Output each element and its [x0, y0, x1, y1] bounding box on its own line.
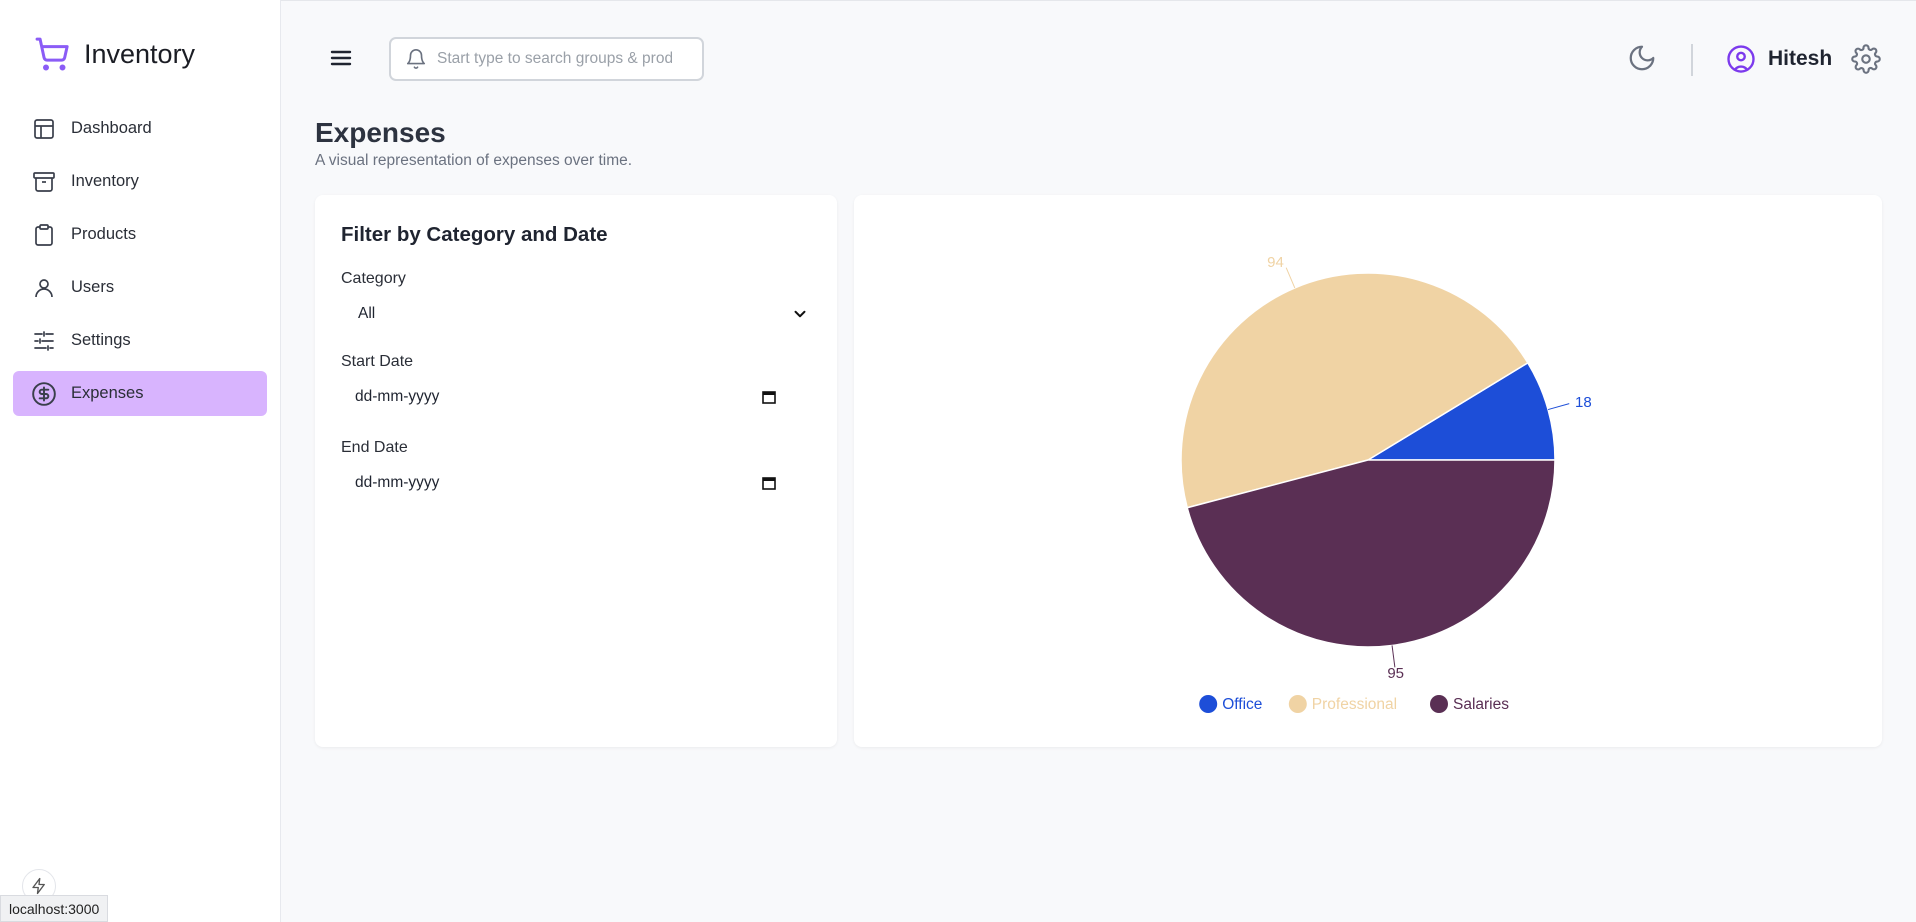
pie-slice-salaries[interactable]	[1186, 459, 1556, 648]
chart-card: 18 94 95 Office Professional Salaries	[854, 195, 1882, 747]
sidebar: Inventory Dashboard Inventory Products U…	[0, 0, 281, 922]
page-title: Expenses	[315, 117, 446, 148]
menu-icon[interactable]	[327, 46, 355, 70]
sidebar-item-inventory[interactable]: Inventory	[13, 159, 267, 204]
user-menu[interactable]: Hitesh	[1726, 44, 1832, 74]
sidebar-item-expenses[interactable]: Expenses	[13, 371, 267, 416]
pie-data-label: 94	[1267, 254, 1284, 271]
status-url: localhost:3000	[0, 895, 109, 922]
end-date-label: End Date	[341, 439, 408, 456]
start-date-label: Start Date	[341, 353, 414, 370]
category-label: Category	[341, 270, 406, 287]
sidebar-nav: Dashboard Inventory Products Users Setti…	[13, 106, 267, 424]
category-value: All	[358, 305, 376, 322]
page-subtitle: A visual representation of expenses over…	[315, 152, 633, 169]
sidebar-item-label: Products	[71, 225, 137, 243]
sidebar-item-label: Dashboard	[71, 119, 152, 137]
moon-icon[interactable]	[1627, 43, 1657, 73]
layout-icon	[31, 116, 57, 142]
sidebar-item-label: Inventory	[71, 172, 139, 190]
top-border	[0, 0, 1916, 1]
brand[interactable]: Inventory	[34, 36, 195, 72]
expenses-pie-chart: 18 94 95 Office Professional Salaries	[1180, 254, 1592, 713]
pie-data-label: 18	[1575, 394, 1592, 411]
pie-slice-professional[interactable]	[1180, 272, 1529, 509]
user-icon	[31, 275, 57, 301]
filter-card: Filter by Category and Date Category All…	[315, 195, 837, 747]
sidebar-item-dashboard[interactable]: Dashboard	[13, 106, 267, 151]
shopping-cart-icon	[35, 37, 69, 71]
search-box	[389, 37, 704, 81]
pie-label-line	[1285, 267, 1296, 289]
sidebar-item-label: Settings	[71, 331, 131, 349]
category-select[interactable]: All	[341, 296, 815, 332]
legend-swatch	[1288, 695, 1307, 713]
bell-icon	[406, 49, 426, 69]
dollar-circle-icon	[31, 381, 57, 407]
user-circle-icon	[1727, 45, 1755, 73]
legend-item-label[interactable]: Office	[1222, 696, 1262, 713]
clipboard-icon	[31, 222, 57, 248]
app-title: Inventory	[84, 38, 196, 69]
sidebar-item-products[interactable]: Products	[13, 212, 267, 257]
legend-item-label[interactable]: Salaries	[1453, 696, 1509, 713]
calendar-icon	[762, 477, 776, 490]
legend-item-label[interactable]: Professional	[1312, 696, 1397, 713]
header-divider	[1691, 44, 1693, 76]
calendar-icon	[762, 391, 776, 404]
sliders-icon	[31, 328, 57, 354]
filter-title: Filter by Category and Date	[341, 223, 608, 246]
sidebar-item-label: Users	[71, 278, 115, 296]
gear-icon[interactable]	[1851, 44, 1881, 74]
end-date-input[interactable]: dd-mm-yyyy	[341, 465, 777, 501]
legend-swatch	[1199, 695, 1218, 713]
user-name: Hitesh	[1768, 47, 1833, 70]
sidebar-item-settings[interactable]: Settings	[13, 318, 267, 363]
pie-label-line	[1391, 645, 1396, 668]
start-date-value: dd-mm-yyyy	[355, 388, 440, 405]
end-date-value: dd-mm-yyyy	[355, 474, 440, 491]
chevron-down-icon	[794, 310, 806, 318]
pie-data-label: 95	[1387, 665, 1404, 682]
start-date-input[interactable]: dd-mm-yyyy	[341, 379, 777, 415]
legend-swatch	[1430, 695, 1448, 713]
sidebar-item-label: Expenses	[71, 384, 144, 402]
archive-icon	[31, 169, 57, 195]
sidebar-item-users[interactable]: Users	[13, 265, 267, 310]
search-input[interactable]	[437, 50, 672, 68]
pie-label-line	[1547, 403, 1570, 411]
pie-slice-office[interactable]	[1365, 361, 1556, 461]
